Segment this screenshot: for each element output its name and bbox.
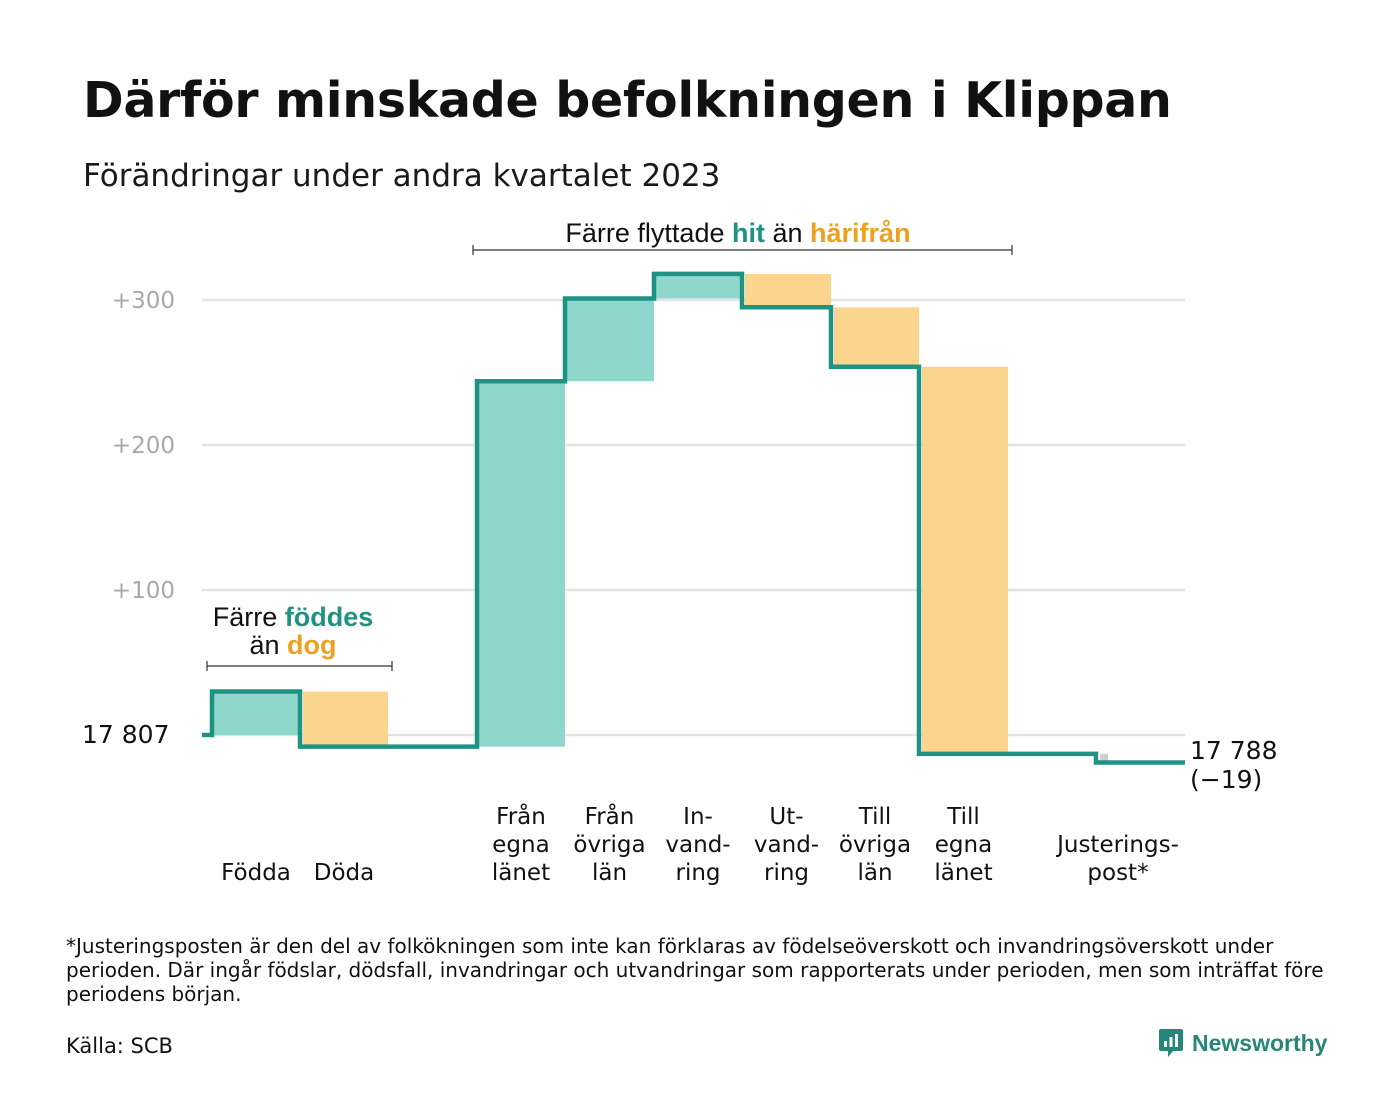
- footnote: *Justeringsposten är den del av folkökni…: [66, 934, 1324, 1006]
- bar-tillegnalänet: [922, 366, 1008, 754]
- category-label: Födda: [221, 860, 291, 886]
- births-annotation-mid: än: [249, 630, 287, 660]
- category-label: Ut-: [769, 804, 803, 830]
- category-label: Till: [858, 804, 892, 830]
- migration-annotation: Färre flyttade hit än härifrån: [472, 218, 1013, 255]
- category-label: ring: [675, 860, 720, 886]
- bar-födda: [212, 691, 300, 735]
- category-labels: Födda DödaFrånegnalänetFrånövrigalänIn-va…: [221, 802, 1179, 886]
- bar-frånövrigalän: [565, 298, 654, 382]
- category-label: Justerings-: [1055, 832, 1179, 858]
- end-value-label: 17 788: [1190, 736, 1277, 765]
- start-value-label: 17 807: [82, 720, 169, 749]
- brand: Newsworthy: [1158, 1027, 1327, 1059]
- category-label: ring: [764, 860, 809, 886]
- category-label: övriga: [573, 832, 645, 858]
- category-label: egna: [935, 832, 992, 858]
- chart-title: Därför minskade befolkningen i Klippan: [83, 72, 1172, 129]
- bars: [212, 273, 1108, 763]
- births-annotation-away: dog: [287, 630, 336, 660]
- category-label: län: [857, 860, 892, 886]
- bar-invandring: [654, 273, 742, 299]
- bar-utvandring: [745, 273, 831, 308]
- svg-text:än dog: än dog: [249, 630, 336, 660]
- category-label: län: [592, 860, 627, 886]
- y-tick-label: +300: [112, 288, 175, 314]
- bar-frånegnalänet: [477, 381, 565, 747]
- category-label: egna: [492, 832, 549, 858]
- category-label: In-: [683, 804, 713, 830]
- category-label: Från: [585, 802, 635, 830]
- category-label: Från: [496, 802, 546, 830]
- category-label: Till: [946, 804, 980, 830]
- births-annotation-hit: föddes: [285, 602, 374, 632]
- step-line: [202, 271, 1185, 765]
- migration-annotation-away: härifrån: [810, 218, 911, 248]
- y-tick-label: +100: [112, 578, 175, 604]
- svg-text:Färre föddes: Färre föddes: [213, 602, 374, 632]
- cumulative-step-line: [202, 271, 1185, 765]
- waterfall-chart: +100+200+300 Födda DödaFrånegnalänetFrånö…: [82, 218, 1277, 886]
- y-tick-label: +200: [112, 433, 175, 459]
- bar-justeringspost: [1100, 753, 1108, 763]
- brand-name: Newsworthy: [1192, 1029, 1328, 1056]
- category-label: post*: [1087, 860, 1148, 886]
- newsworthy-logo-icon: [1159, 1029, 1183, 1057]
- svg-text:Färre flyttade hit än härifrån: Färre flyttade hit än härifrån: [565, 218, 910, 248]
- bar-döda: [303, 691, 388, 747]
- category-label: vand-: [665, 832, 730, 858]
- category-label: övriga: [839, 832, 911, 858]
- source-label: Källa: SCB: [66, 1034, 173, 1058]
- births-annotation: Färre föddes än dog: [206, 602, 393, 671]
- chart-subtitle: Förändringar under andra kvartalet 2023: [83, 158, 721, 194]
- category-label: länet: [934, 860, 992, 886]
- bar-tillövrigalän: [834, 307, 919, 367]
- end-change-label: (−19): [1190, 765, 1262, 794]
- category-label: vand-: [754, 832, 819, 858]
- migration-annotation-prefix: Färre flyttade: [565, 218, 732, 248]
- category-label: länet: [492, 860, 550, 886]
- migration-annotation-mid: än: [765, 218, 810, 248]
- category-label: Döda: [314, 860, 374, 886]
- births-annotation-prefix: Färre: [213, 602, 285, 632]
- migration-annotation-hit: hit: [732, 218, 765, 248]
